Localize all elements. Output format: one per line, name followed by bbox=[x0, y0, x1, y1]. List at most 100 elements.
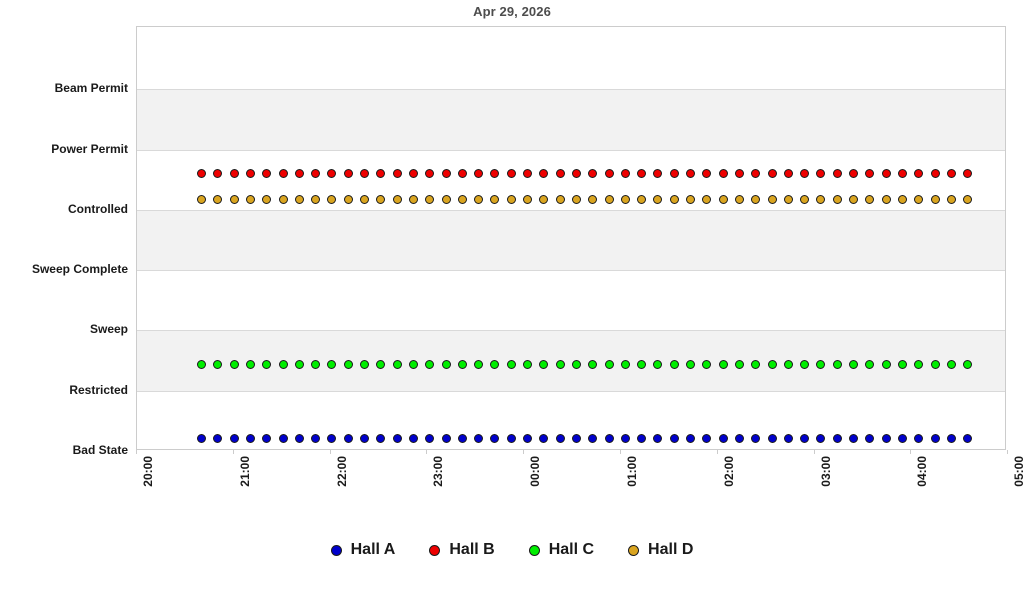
data-point-hall-b bbox=[197, 169, 207, 179]
data-point-hall-c bbox=[457, 360, 467, 370]
data-point-hall-c bbox=[963, 360, 973, 370]
data-point-hall-a bbox=[327, 434, 337, 444]
y-tick-beam-permit: Beam Permit bbox=[54, 81, 128, 95]
data-point-hall-b bbox=[474, 169, 484, 179]
data-point-hall-b bbox=[327, 169, 337, 179]
chart-legend: Hall A Hall B Hall C Hall D bbox=[0, 541, 1024, 559]
data-point-hall-a bbox=[734, 434, 744, 444]
data-point-hall-b bbox=[914, 169, 924, 179]
data-point-hall-d bbox=[620, 194, 630, 204]
data-point-hall-d bbox=[800, 194, 810, 204]
data-point-hall-d bbox=[702, 194, 712, 204]
legend-label: Hall D bbox=[648, 541, 694, 558]
data-point-hall-a bbox=[653, 434, 663, 444]
legend-label: Hall B bbox=[449, 541, 495, 558]
data-point-hall-b bbox=[245, 169, 255, 179]
data-point-hall-a bbox=[620, 434, 630, 444]
data-point-hall-b bbox=[930, 169, 940, 179]
data-point-hall-d bbox=[751, 194, 761, 204]
data-point-hall-d bbox=[718, 194, 728, 204]
data-point-hall-a bbox=[686, 434, 696, 444]
data-point-hall-b bbox=[897, 169, 907, 179]
data-point-hall-d bbox=[229, 194, 239, 204]
data-point-hall-b bbox=[686, 169, 696, 179]
data-point-hall-c bbox=[539, 360, 549, 370]
data-point-hall-a bbox=[360, 434, 370, 444]
data-point-hall-c bbox=[897, 360, 907, 370]
data-point-hall-b bbox=[506, 169, 516, 179]
x-tick-2100: 21:00 bbox=[237, 456, 252, 487]
data-point-hall-a bbox=[930, 434, 940, 444]
data-point-hall-d bbox=[197, 194, 207, 204]
data-point-hall-d bbox=[425, 194, 435, 204]
data-point-hall-c bbox=[832, 360, 842, 370]
data-point-hall-c bbox=[555, 360, 565, 370]
data-point-hall-d bbox=[262, 194, 272, 204]
data-point-hall-c bbox=[849, 360, 859, 370]
gridline-beam-permit bbox=[137, 89, 1005, 90]
data-point-hall-a bbox=[490, 434, 500, 444]
data-point-hall-b bbox=[571, 169, 581, 179]
data-point-hall-a bbox=[881, 434, 891, 444]
data-point-hall-b bbox=[441, 169, 451, 179]
legend-item-hall-d[interactable]: Hall D bbox=[628, 541, 693, 559]
data-point-hall-a bbox=[311, 434, 321, 444]
data-point-hall-c bbox=[571, 360, 581, 370]
x-tick-0300: 03:00 bbox=[818, 456, 833, 487]
page-title: Apr 29, 2026 bbox=[473, 4, 551, 19]
data-point-hall-d bbox=[897, 194, 907, 204]
axis-band bbox=[137, 89, 1005, 150]
data-point-hall-c bbox=[278, 360, 288, 370]
data-point-hall-a bbox=[376, 434, 386, 444]
x-tick-0500: 05:00 bbox=[1012, 456, 1024, 487]
data-point-hall-c bbox=[523, 360, 533, 370]
data-point-hall-a bbox=[849, 434, 859, 444]
data-point-hall-d bbox=[539, 194, 549, 204]
data-point-hall-a bbox=[343, 434, 353, 444]
data-point-hall-c bbox=[783, 360, 793, 370]
legend-item-hall-b[interactable]: Hall B bbox=[429, 541, 495, 559]
data-point-hall-c bbox=[474, 360, 484, 370]
data-point-hall-b bbox=[767, 169, 777, 179]
data-point-hall-c bbox=[914, 360, 924, 370]
data-point-hall-b bbox=[555, 169, 565, 179]
legend-marker-icon bbox=[429, 544, 441, 556]
legend-item-hall-c[interactable]: Hall C bbox=[528, 541, 595, 559]
data-point-hall-b bbox=[523, 169, 533, 179]
data-point-hall-c bbox=[930, 360, 940, 370]
legend-item-hall-a[interactable]: Hall A bbox=[330, 541, 395, 559]
axis-band bbox=[137, 210, 1005, 270]
data-point-hall-b bbox=[213, 169, 223, 179]
gridline-restricted bbox=[137, 391, 1005, 392]
data-point-hall-a bbox=[262, 434, 272, 444]
data-point-hall-b bbox=[783, 169, 793, 179]
legend-marker-icon bbox=[330, 544, 342, 556]
data-point-hall-a bbox=[767, 434, 777, 444]
x-tick-mark bbox=[329, 450, 331, 454]
data-point-hall-b bbox=[392, 169, 402, 179]
x-tick-mark bbox=[620, 450, 621, 454]
x-tick-0100: 01:00 bbox=[625, 456, 639, 487]
data-point-hall-d bbox=[881, 194, 891, 204]
data-point-hall-a bbox=[555, 434, 565, 444]
data-point-hall-c bbox=[213, 360, 223, 370]
data-point-hall-c bbox=[637, 360, 647, 370]
data-point-hall-c bbox=[506, 360, 516, 370]
data-point-hall-b bbox=[669, 169, 679, 179]
data-point-hall-a bbox=[946, 434, 956, 444]
legend-label: Hall C bbox=[548, 541, 595, 558]
gridline-sweep-complete bbox=[137, 270, 1005, 271]
data-point-hall-c bbox=[734, 360, 744, 370]
data-point-hall-c bbox=[702, 360, 712, 370]
data-point-hall-b bbox=[343, 169, 353, 179]
x-tick-mark bbox=[813, 450, 815, 454]
data-point-hall-b bbox=[702, 169, 712, 179]
data-point-hall-a bbox=[604, 434, 614, 444]
data-point-hall-c bbox=[408, 360, 418, 370]
data-point-hall-a bbox=[832, 434, 842, 444]
data-point-hall-a bbox=[897, 434, 907, 444]
data-point-hall-c bbox=[392, 360, 402, 370]
data-point-hall-b bbox=[832, 169, 842, 179]
plot-area bbox=[136, 26, 1006, 450]
data-point-hall-b bbox=[734, 169, 744, 179]
